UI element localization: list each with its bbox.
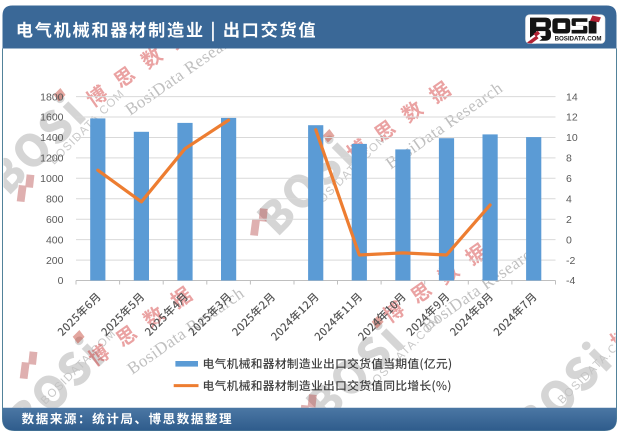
svg-text:-4: -4 bbox=[566, 275, 575, 287]
svg-text:800: 800 bbox=[46, 194, 64, 206]
svg-text:1600: 1600 bbox=[40, 112, 64, 124]
svg-text:0: 0 bbox=[566, 234, 572, 246]
svg-text:0: 0 bbox=[58, 275, 64, 287]
svg-text:10: 10 bbox=[566, 132, 578, 144]
svg-text:8: 8 bbox=[566, 153, 572, 165]
svg-text:BOSIDATA.COM: BOSIDATA.COM bbox=[555, 35, 602, 42]
svg-text:1400: 1400 bbox=[40, 132, 64, 144]
svg-text:1000: 1000 bbox=[40, 173, 64, 185]
svg-text:1200: 1200 bbox=[40, 153, 64, 165]
svg-text:6: 6 bbox=[566, 173, 572, 185]
svg-text:4: 4 bbox=[566, 194, 572, 206]
svg-text:2: 2 bbox=[566, 214, 572, 226]
svg-text:600: 600 bbox=[46, 214, 64, 226]
svg-text:200: 200 bbox=[46, 255, 64, 267]
svg-text:1800: 1800 bbox=[40, 91, 64, 103]
svg-text:12: 12 bbox=[566, 112, 578, 124]
svg-text:400: 400 bbox=[46, 234, 64, 246]
svg-text:14: 14 bbox=[566, 91, 578, 103]
svg-text:-2: -2 bbox=[566, 255, 575, 267]
